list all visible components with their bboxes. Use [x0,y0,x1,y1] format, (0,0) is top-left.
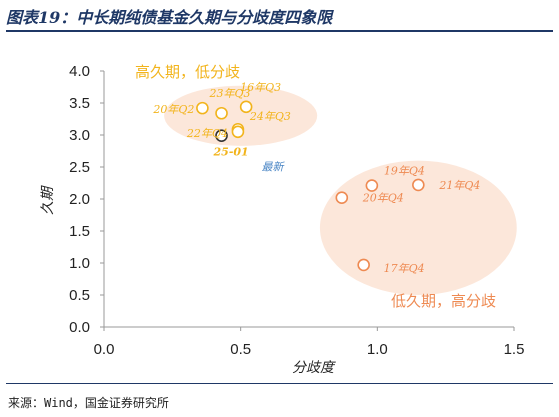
source-note: 来源：Wind，国金证券研究所 [8,396,169,410]
scatter-point [196,101,209,115]
quadrant-label-low: 低久期，高分歧 [391,292,496,310]
quadrant-ellipse-high [164,85,318,146]
scatter-point [357,258,370,272]
x-tick-label: 1.5 [504,341,525,358]
point-label: 22年Q4 [186,127,228,140]
chart-title: 图表19：中长期纯债基金久期与分歧度四象限 [6,8,333,27]
title-divider [6,30,553,32]
latest-note: 最新 [262,161,286,174]
y-tick-label: 1.5 [69,223,90,240]
scatter-point [412,178,425,192]
scatter-point [215,106,228,120]
quadrant-ellipse-low [319,160,517,295]
scatter-point [365,179,379,192]
quadrant-ellipses [164,85,517,295]
quadrant-label-high: 高久期，低分歧 [135,63,240,81]
point-label: 25-01 [213,146,249,159]
data-points [196,100,425,272]
point-label: 20年Q4 [362,192,404,205]
scatter-point [231,125,245,139]
point-label: 17年Q4 [384,262,425,275]
point-label: 16年Q3 [240,81,281,94]
point-label: 23年Q3 [209,87,251,100]
y-tick-label: 4.0 [69,63,90,80]
scatter-point [335,191,349,205]
scatter-point [215,129,228,142]
chart-axes [100,70,515,331]
point-label: 24年Q3 [249,110,291,123]
point-label: 20年Q2 [152,103,194,116]
y-tick-label: 0.5 [69,287,90,304]
y-tick-label: 2.0 [69,191,90,208]
point-label: 21年Q4 [438,179,480,192]
scatter-point [239,100,253,114]
y-tick-label: 3.5 [69,95,90,112]
y-tick-label: 2.5 [69,159,90,176]
point-label: 19年Q4 [384,165,425,178]
x-tick-label: 0.5 [230,341,251,358]
y-tick-label: 0.0 [69,319,90,336]
y-tick-label: 1.0 [69,255,90,272]
source-divider [6,383,553,384]
y-tick-label: 3.0 [69,127,90,144]
x-tick-label: 1.0 [367,341,388,358]
y-axis-title: 久期 [40,185,56,215]
tick-labels: 0.0 0.5 1.0 1.5 2.0 2.5 3.0 3.5 4.0 0.0 0.5 1.0 1.5 [69,63,524,358]
x-tick-label: 0.0 [94,341,115,358]
x-axis-title: 分歧度 [292,360,336,376]
